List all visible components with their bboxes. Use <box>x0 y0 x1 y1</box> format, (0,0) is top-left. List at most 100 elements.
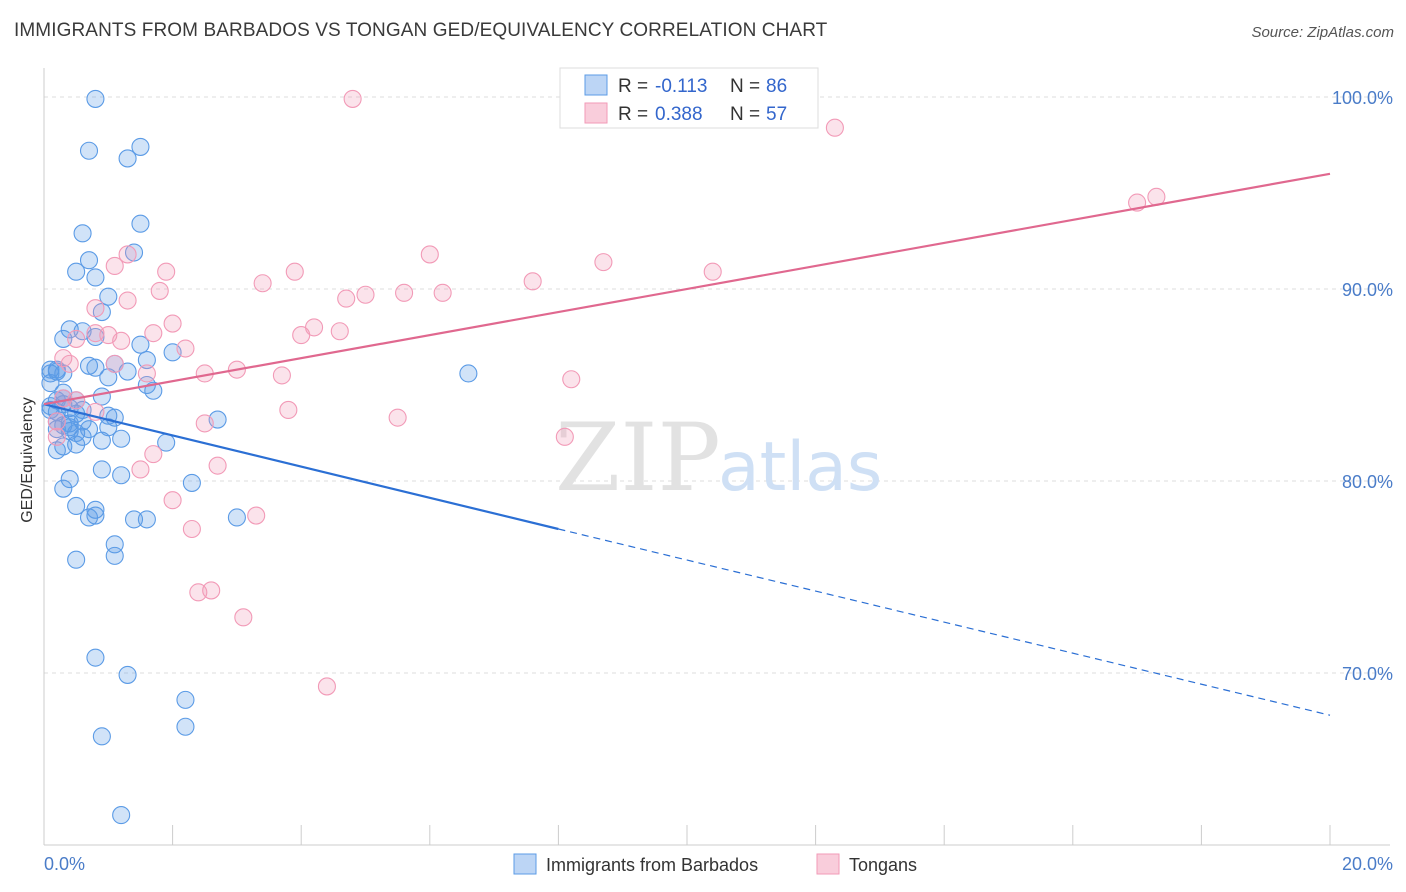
point-barbados <box>41 364 60 383</box>
point-tongans <box>86 324 105 343</box>
point-tongans <box>47 412 66 431</box>
point-tongans <box>157 262 176 281</box>
point-barbados <box>86 506 105 525</box>
point-tongans <box>234 608 253 627</box>
point-barbados <box>73 224 92 243</box>
point-barbados <box>131 137 150 156</box>
point-barbados <box>79 141 99 160</box>
tick-labels: 100.0% 90.0% 80.0% 70.0% 0.0% 20.0% <box>44 88 1393 874</box>
trend-line-barbados <box>43 403 559 531</box>
legend-r-label-1: R = <box>618 76 648 97</box>
legend: R = -0.113 N = 86 R = 0.388 N = 57 <box>559 67 819 129</box>
bottom-legend-swatch-barbados <box>513 853 537 875</box>
point-barbados <box>92 431 111 450</box>
trend-lines <box>43 172 1331 716</box>
grid-lines <box>44 96 1390 674</box>
y-tick-label: 80.0% <box>1342 472 1393 492</box>
point-tongans <box>112 331 131 350</box>
point-tongans <box>337 289 356 308</box>
point-barbados <box>79 508 99 527</box>
point-tongans <box>144 445 163 464</box>
legend-n-label-1: N = <box>730 76 760 97</box>
point-tongans <box>343 89 362 108</box>
point-tongans <box>253 274 272 293</box>
point-tongans <box>47 427 66 446</box>
point-barbados <box>67 262 86 281</box>
point-barbados <box>86 648 105 667</box>
point-barbados <box>54 479 73 498</box>
point-barbados <box>124 243 144 262</box>
point-barbados <box>118 665 137 684</box>
point-barbados <box>131 214 150 233</box>
x-tick-label: 0.0% <box>44 854 85 874</box>
point-barbados <box>124 510 144 529</box>
point-tongans <box>594 253 613 272</box>
point-tongans <box>330 322 349 341</box>
point-tongans <box>247 506 266 525</box>
legend-r-value-2: 0.388 <box>655 104 703 125</box>
point-tongans <box>182 519 201 539</box>
point-tongans <box>292 326 311 345</box>
y-tick-label: 90.0% <box>1342 280 1393 300</box>
legend-swatch-tongans <box>584 102 608 124</box>
trend-line-barbados-extrapolated <box>558 528 1331 716</box>
chart-title: IMMIGRANTS FROM BARBADOS VS TONGAN GED/E… <box>14 20 828 41</box>
data-points <box>41 89 1166 825</box>
point-tongans <box>67 329 86 348</box>
point-tongans <box>105 256 124 276</box>
point-barbados <box>79 420 99 439</box>
source-label: Source: ZipAtlas.com <box>1251 24 1394 41</box>
point-tongans <box>433 283 452 302</box>
point-barbados <box>79 356 99 375</box>
point-tongans <box>163 314 182 333</box>
legend-r-label-2: R = <box>618 104 648 125</box>
bottom-legend-swatch-tongans <box>816 853 840 875</box>
point-barbados <box>182 473 201 492</box>
point-tongans <box>703 262 722 281</box>
y-tick-label: 70.0% <box>1342 664 1393 684</box>
point-barbados <box>137 510 156 529</box>
point-barbados <box>118 149 137 168</box>
legend-swatch-barbados <box>584 74 608 96</box>
point-barbados <box>54 329 73 348</box>
x-tick-label: 20.0% <box>1342 854 1393 874</box>
point-tongans <box>395 283 414 302</box>
point-barbados <box>86 268 105 287</box>
point-tongans <box>388 408 407 427</box>
bottom-legend-label-tongans: Tongans <box>849 855 917 875</box>
point-tongans <box>60 354 79 373</box>
trend-line-tongans <box>43 172 1331 406</box>
point-barbados <box>176 690 195 709</box>
y-tick-label: 100.0% <box>1332 88 1393 108</box>
point-barbados <box>86 358 105 377</box>
point-tongans <box>131 460 150 479</box>
point-barbados <box>112 466 131 485</box>
point-tongans <box>163 491 182 510</box>
bottom-legend-label-barbados: Immigrants from Barbados <box>546 855 758 875</box>
legend-n-label-2: N = <box>730 104 760 125</box>
point-tongans <box>562 370 581 389</box>
point-tongans <box>272 366 291 385</box>
point-tongans <box>523 272 542 291</box>
point-barbados <box>41 374 60 393</box>
point-tongans <box>150 281 169 300</box>
point-barbados <box>92 460 111 479</box>
point-tongans <box>285 262 304 281</box>
point-tongans <box>420 245 439 264</box>
point-barbados <box>137 350 156 370</box>
point-barbados <box>47 441 66 460</box>
point-barbados <box>459 364 478 383</box>
point-tongans <box>356 285 375 304</box>
bottom-legend: Immigrants from Barbados Tongans <box>513 853 917 875</box>
point-barbados <box>73 427 92 446</box>
point-barbados <box>86 500 105 519</box>
point-barbados <box>112 806 131 825</box>
point-barbados <box>60 470 79 489</box>
point-barbados <box>176 717 195 736</box>
axes <box>43 68 1390 846</box>
point-tongans <box>208 456 227 475</box>
point-barbados <box>67 496 86 516</box>
point-tongans <box>317 677 336 696</box>
point-barbados <box>79 251 99 270</box>
